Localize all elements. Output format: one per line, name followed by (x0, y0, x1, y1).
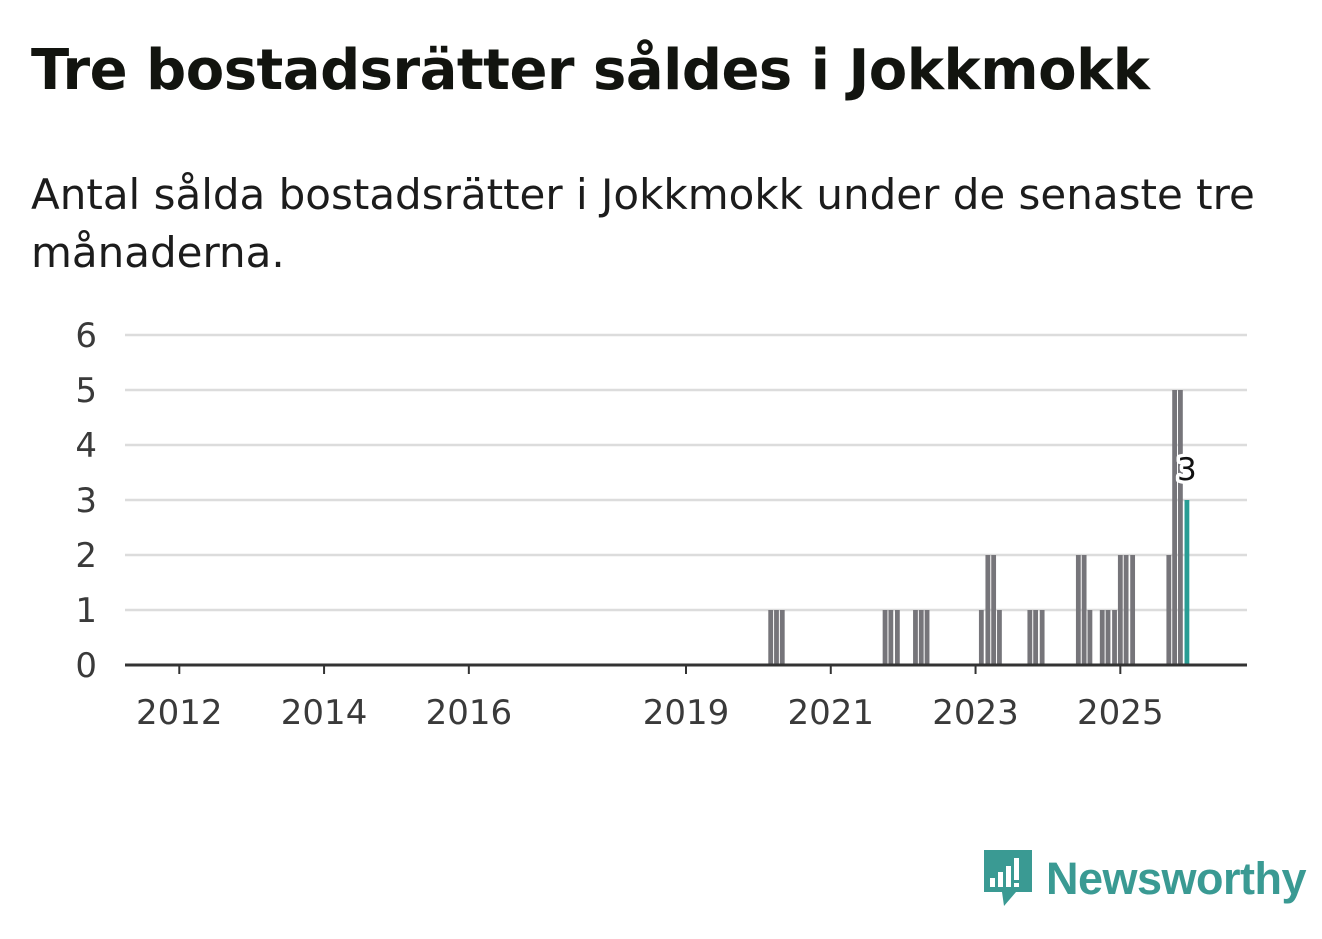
y-tick-label-4: 4 (75, 426, 97, 466)
newsworthy-logo: Newsworthy (980, 848, 1307, 910)
y-tick-label-1: 1 (75, 591, 97, 631)
newsworthy-logo-icon (984, 850, 1032, 906)
bar-22 (1117, 555, 1123, 665)
bar-19 (1099, 610, 1105, 665)
y-tick-label-3: 3 (75, 481, 97, 521)
bar-6 (913, 610, 918, 665)
bar-12 (997, 610, 1002, 665)
bar-chart: 0 1 2 3 4 5 6 2012 2014 2016 2019 2021 2023 2025 3 (75, 316, 1247, 733)
x-tick-label-2019: 2019 (643, 693, 730, 733)
bar-0 (768, 610, 774, 665)
bar-18 (1087, 610, 1093, 665)
y-tick-label-2: 2 (75, 536, 97, 576)
bar-5 (894, 610, 900, 665)
bar-20 (1105, 610, 1111, 665)
bar-4 (888, 610, 894, 665)
highlight-data-label: 3 (1177, 452, 1197, 488)
x-tick-label-2023: 2023 (932, 693, 1019, 733)
chart-subtitle: Antal sålda bostadsrätter i Jokkmokk und… (31, 170, 1255, 277)
y-tick-label-6: 6 (75, 316, 97, 356)
x-tick-label-2021: 2021 (788, 693, 875, 733)
brand-name: Newsworthy (1046, 853, 1307, 904)
bar-2 (779, 610, 785, 665)
bar-25 (1166, 555, 1172, 665)
bar-1 (774, 610, 779, 665)
bar-7 (918, 610, 924, 665)
x-tick-label-2016: 2016 (426, 693, 513, 733)
bar-10 (985, 555, 991, 665)
bar-13 (1027, 610, 1033, 665)
y-tick-label-5: 5 (75, 371, 97, 411)
bar-14 (1033, 610, 1039, 665)
bar-21 (1112, 610, 1117, 665)
x-tick-label-2014: 2014 (281, 693, 368, 733)
bar-8 (924, 610, 930, 665)
chart-title: Tre bostadsrätter såldes i Jokkmokk (31, 38, 1150, 103)
y-tick-label-0: 0 (75, 646, 97, 686)
bar-3 (882, 610, 888, 665)
bar-28 (1184, 500, 1190, 665)
bar-16 (1075, 555, 1081, 665)
bar-15 (1039, 610, 1045, 665)
bar-23 (1123, 555, 1129, 665)
bar-27 (1178, 390, 1183, 665)
x-tick-label-2025: 2025 (1077, 693, 1164, 733)
bar-9 (978, 610, 984, 665)
x-tick-label-2012: 2012 (136, 693, 223, 733)
bar-17 (1081, 555, 1087, 665)
bar-26 (1172, 390, 1178, 665)
bar-24 (1130, 555, 1136, 665)
bar-11 (991, 555, 997, 665)
